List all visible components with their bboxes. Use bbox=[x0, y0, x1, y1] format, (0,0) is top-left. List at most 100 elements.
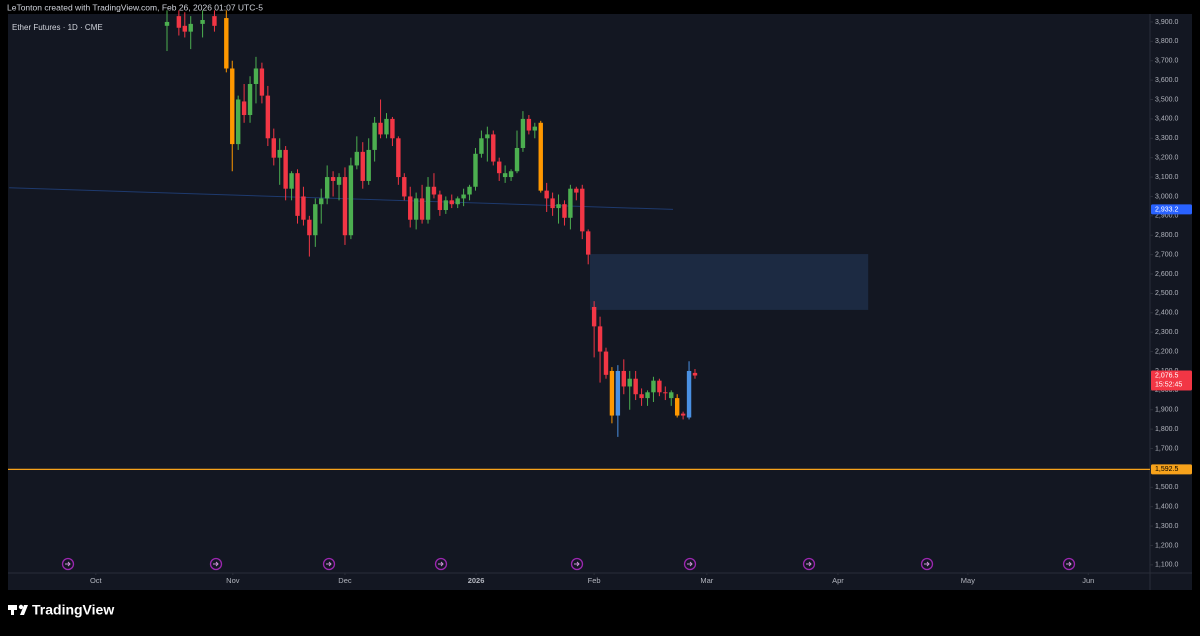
y-tick-label: 2,300.0 bbox=[1155, 329, 1178, 336]
event-arrow bbox=[213, 561, 219, 567]
candle-body bbox=[384, 118, 389, 135]
y-tick-label: 1,900.0 bbox=[1155, 407, 1178, 414]
candle-body bbox=[253, 68, 259, 84]
event-arrow bbox=[1066, 561, 1072, 567]
y-tick-label: 3,300.0 bbox=[1155, 135, 1178, 142]
x-tick-label: 2026 bbox=[468, 576, 485, 585]
candle-body bbox=[360, 151, 365, 181]
x-tick-label: Oct bbox=[90, 576, 103, 585]
event-arrow bbox=[438, 561, 444, 567]
y-tick-label: 3,200.0 bbox=[1155, 155, 1178, 162]
candle-body bbox=[259, 68, 265, 96]
candle-body bbox=[176, 16, 182, 28]
event-arrow bbox=[687, 561, 693, 567]
candle-body bbox=[485, 134, 490, 139]
candle-body bbox=[336, 177, 342, 185]
candle-body bbox=[544, 190, 549, 199]
header: LeTonton created with TradingView.com, F… bbox=[7, 2, 263, 12]
candle-body bbox=[164, 21, 170, 26]
time-axis bbox=[8, 573, 1150, 590]
candle-body bbox=[645, 392, 650, 399]
candle-body bbox=[538, 122, 543, 191]
candle-body bbox=[443, 200, 449, 211]
candle-body bbox=[295, 173, 300, 216]
event-arrow bbox=[65, 561, 71, 567]
candle-body bbox=[680, 413, 686, 416]
y-tick-label: 3,100.0 bbox=[1155, 174, 1178, 181]
candle-body bbox=[686, 370, 692, 418]
event-arrow bbox=[924, 561, 930, 567]
candle-body bbox=[497, 161, 502, 174]
candle-body bbox=[591, 306, 597, 327]
candle-body bbox=[585, 231, 591, 255]
moving-average-label-bg bbox=[1151, 204, 1192, 215]
candle-body bbox=[301, 196, 306, 220]
candle-body bbox=[514, 147, 520, 172]
y-tick-label: 1,800.0 bbox=[1155, 426, 1178, 433]
candle-body bbox=[574, 188, 579, 193]
x-tick-label: Feb bbox=[588, 576, 601, 585]
candle-body bbox=[692, 372, 698, 376]
price-axis bbox=[1150, 14, 1192, 590]
candle-body bbox=[188, 23, 193, 32]
x-tick-label: Apr bbox=[832, 576, 844, 585]
candle-body bbox=[674, 398, 680, 416]
y-tick-label: 3,800.0 bbox=[1155, 38, 1178, 45]
candle-body bbox=[562, 204, 567, 218]
x-tick-label: Jun bbox=[1082, 576, 1094, 585]
y-tick-label: 3,900.0 bbox=[1155, 19, 1178, 26]
zone bbox=[589, 254, 869, 310]
y-tick-label: 1,100.0 bbox=[1155, 562, 1178, 569]
candle-body bbox=[283, 149, 288, 189]
candle-body bbox=[461, 194, 466, 199]
candle-body bbox=[431, 186, 437, 195]
candle-body bbox=[568, 188, 573, 218]
candle-body bbox=[615, 370, 621, 416]
candle-body bbox=[396, 138, 401, 178]
candle-body bbox=[378, 122, 383, 135]
candle-body bbox=[449, 200, 454, 205]
candle-body bbox=[265, 95, 271, 139]
y-tick-label: 1,200.0 bbox=[1155, 542, 1178, 549]
candle-body bbox=[556, 204, 561, 209]
x-tick-label: Mar bbox=[700, 576, 713, 585]
candle-body bbox=[408, 196, 413, 220]
candle-body bbox=[200, 20, 205, 24]
candle-body bbox=[621, 370, 626, 387]
candle-body bbox=[289, 173, 294, 189]
candle-body bbox=[639, 394, 644, 399]
brand-logo bbox=[8, 604, 28, 615]
y-tick-label: 3,500.0 bbox=[1155, 96, 1178, 103]
x-tick-label: Nov bbox=[226, 576, 240, 585]
y-tick-label: 2,800.0 bbox=[1155, 232, 1178, 239]
event-arrow bbox=[326, 561, 332, 567]
candle-body bbox=[224, 18, 229, 69]
candle-body bbox=[479, 138, 484, 154]
candle-body bbox=[663, 392, 668, 394]
candle-body bbox=[413, 198, 419, 220]
candle-body bbox=[467, 186, 472, 195]
candle-body bbox=[633, 378, 638, 395]
candle-body bbox=[437, 194, 443, 211]
countdown-label: 15:52:45 bbox=[1155, 381, 1182, 388]
candle-body bbox=[230, 68, 235, 145]
candle-body bbox=[473, 153, 478, 187]
plot-area bbox=[8, 14, 1150, 573]
y-tick-label: 2,200.0 bbox=[1155, 348, 1178, 355]
y-tick-label: 3,700.0 bbox=[1155, 58, 1178, 65]
y-tick-label: 2,500.0 bbox=[1155, 290, 1178, 297]
y-tick-label: 2,900.0 bbox=[1155, 213, 1178, 220]
y-tick-label: 3,600.0 bbox=[1155, 77, 1178, 84]
candle-body bbox=[372, 122, 377, 150]
candle-body bbox=[313, 204, 318, 236]
y-tick-label: 1,400.0 bbox=[1155, 504, 1178, 511]
candle-body bbox=[597, 326, 603, 352]
symbol-legend: Ether Futures · 1D · CME bbox=[12, 23, 103, 32]
y-tick-label: 3,000.0 bbox=[1155, 193, 1178, 200]
horizontal-line-label: 1,592.5 bbox=[1155, 466, 1178, 473]
x-tick-label: May bbox=[961, 576, 975, 585]
candle-body bbox=[271, 138, 276, 158]
candle-body bbox=[241, 101, 247, 116]
